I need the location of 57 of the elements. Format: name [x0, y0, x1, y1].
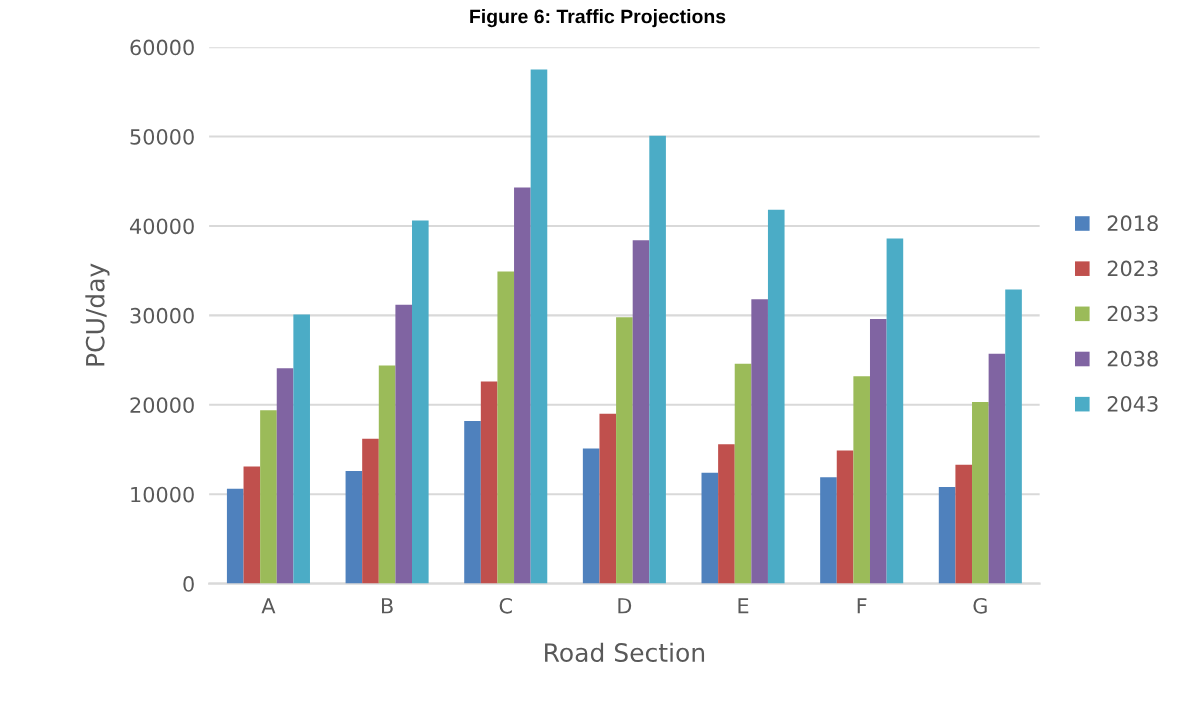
bar	[820, 477, 837, 584]
bar	[293, 314, 310, 584]
bar	[276, 368, 294, 584]
bar	[955, 464, 973, 584]
bar	[362, 438, 379, 584]
y-tick-label: 20000	[130, 397, 194, 413]
legend-label: 2043	[1107, 395, 1158, 412]
bar	[514, 187, 531, 584]
bar	[582, 448, 600, 584]
x-tick-label: A	[261, 598, 276, 614]
legend-label: 2033	[1107, 305, 1158, 322]
bar	[1005, 289, 1022, 584]
bar	[260, 410, 277, 584]
bar	[530, 69, 548, 584]
bar	[226, 488, 244, 584]
bar	[464, 420, 481, 584]
bar	[853, 376, 870, 584]
legend-label: 2038	[1107, 350, 1158, 367]
x-tick-label: E	[738, 598, 749, 614]
bar	[886, 238, 904, 584]
y-tick-label: 0	[183, 576, 194, 592]
y-tick-label: 60000	[130, 39, 194, 56]
bar	[616, 317, 633, 584]
bar	[378, 365, 396, 584]
bar	[395, 304, 413, 584]
bar	[599, 413, 617, 584]
y-tick-label: 30000	[130, 307, 194, 324]
legend-label: 2018	[1107, 215, 1158, 232]
bar	[972, 402, 989, 584]
bar	[734, 363, 752, 584]
bar	[718, 444, 735, 584]
bar	[938, 487, 956, 584]
bar	[767, 209, 785, 584]
x-tick-label: C	[499, 597, 512, 614]
x-tick-label: D	[618, 598, 632, 614]
x-axis-title: Road Section	[545, 642, 705, 663]
bar	[345, 470, 363, 584]
bar	[836, 450, 854, 584]
chart-title: Figure 6: Traffic Projections	[470, 9, 726, 28]
bar	[701, 472, 719, 584]
bar	[649, 135, 666, 584]
bar	[497, 271, 515, 584]
bar	[751, 299, 768, 584]
bar	[988, 353, 1006, 584]
bar	[412, 220, 429, 584]
bar	[480, 381, 498, 584]
legend-label: 2023	[1107, 260, 1158, 277]
bar	[243, 466, 261, 584]
bar	[632, 240, 650, 584]
x-tick-label: B	[381, 598, 393, 614]
x-tick-label: G	[973, 597, 987, 614]
y-tick-label: 40000	[129, 218, 194, 235]
y-tick-label: 50000	[130, 128, 194, 145]
bar	[869, 318, 887, 584]
y-axis-title: PCU/day	[85, 263, 110, 366]
x-tick-label: F	[857, 598, 867, 614]
y-tick-label: 10000	[131, 486, 194, 503]
